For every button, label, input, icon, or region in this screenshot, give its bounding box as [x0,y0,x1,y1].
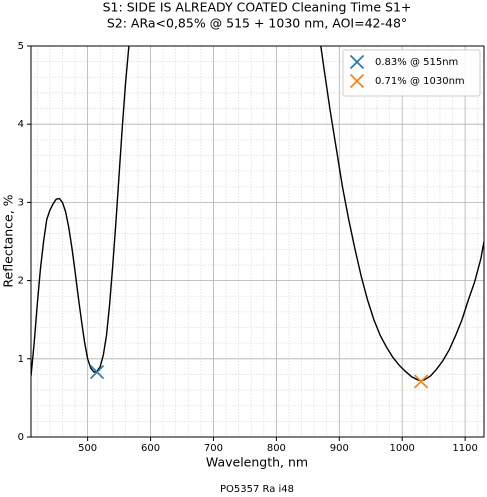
y-tick-label: 2 [18,276,24,287]
y-tick-label: 0 [18,432,24,443]
y-tick-label: 4 [18,119,24,130]
marker [349,54,365,70]
x-tick-label: 500 [78,443,97,454]
caption: PO5357 Ra i48 [220,484,294,495]
marker-stroke [414,374,429,389]
x-tick-label: 700 [204,443,223,454]
marker [89,365,105,380]
x-tick-label: 1000 [389,443,414,454]
plot-frame [30,45,485,438]
marker [414,374,429,389]
legend-box [342,49,481,97]
y-tick-label: 5 [18,41,24,52]
marker-stroke [89,365,105,380]
x-tick-label: 900 [330,443,349,454]
y-tick-label: 3 [18,197,24,208]
x-tick-label: 1100 [452,443,477,454]
marker-stroke [349,54,365,70]
y-axis-label: Reflectance, % [1,194,16,287]
x-tick-label: 800 [267,443,286,454]
y-tick-label: 1 [18,354,24,365]
legend: 0.83% @ 515nm 0.71% @ 1030nm [342,49,481,97]
marker [349,73,365,89]
x-tick-label: 600 [141,443,160,454]
chart-title: S1: SIDE IS ALREADY COATED Cleaning Time… [103,0,412,15]
chart-subtitle: S2: ARa<0,85% @ 515 + 1030 nm, AOI=42-48… [107,16,407,31]
marker-stroke [349,73,365,89]
legend-label: 0.71% @ 1030nm [375,76,465,87]
x-axis-label: Wavelength, nm [206,455,308,470]
legend-label: 0.83% @ 515nm [375,57,458,68]
reflectance-curve [31,46,484,382]
